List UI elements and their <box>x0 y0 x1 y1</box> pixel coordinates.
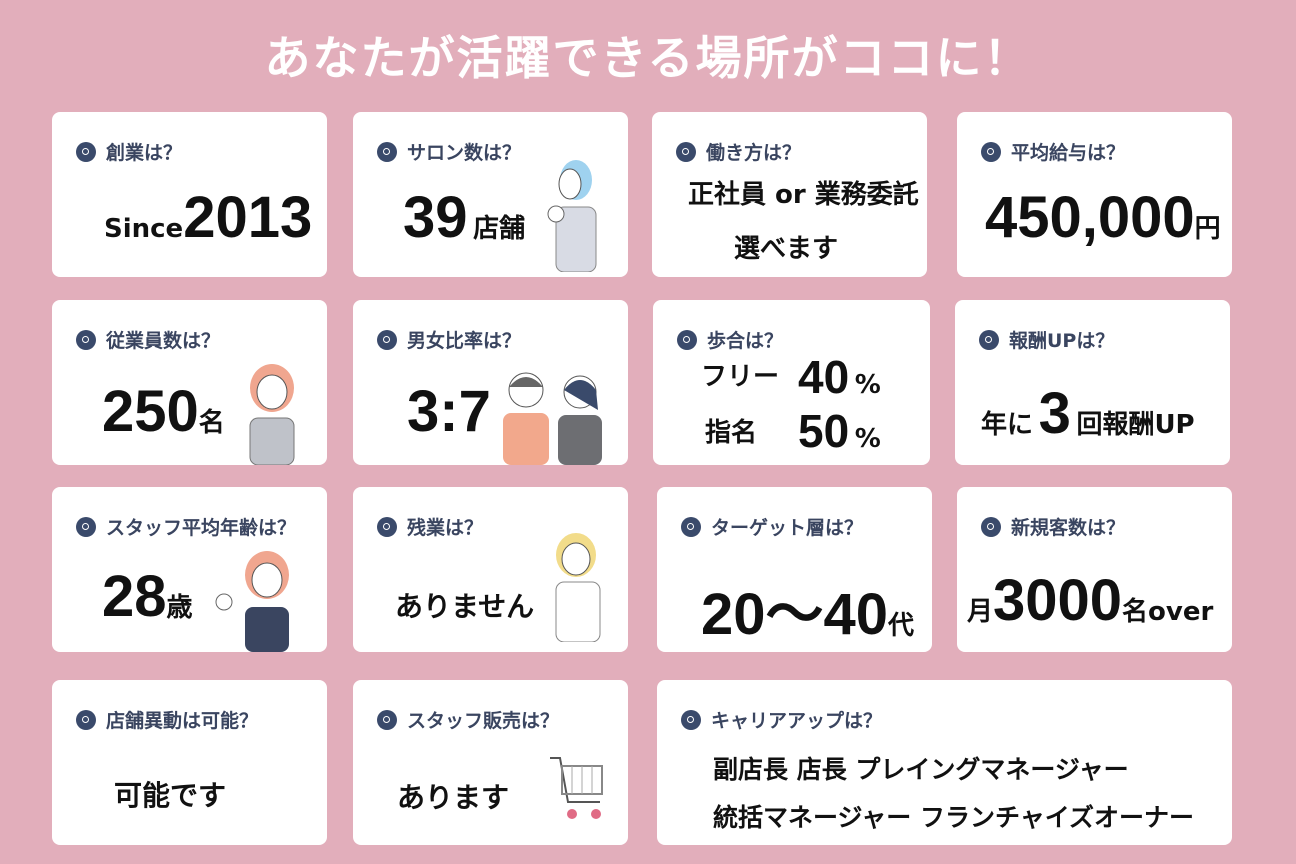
q-icon <box>676 141 696 162</box>
card-question: サロン数は？ <box>407 142 522 164</box>
q-icon <box>377 141 397 162</box>
page-title: あなたが活躍できる場所がココに！ <box>264 31 1032 85</box>
card-value: 20～40 <box>701 582 889 647</box>
man-and-woman-illustration <box>503 372 602 465</box>
q-icon <box>979 329 999 350</box>
card-unit: 円 <box>1194 214 1221 244</box>
q-icon <box>76 329 96 350</box>
card-average-age: スタッフ平均年齢は？ 28歳 <box>52 487 327 652</box>
q-icon <box>76 516 96 537</box>
freelance-value: 40 <box>798 351 850 403</box>
card-overtime: 残業は？ ありません <box>353 487 628 652</box>
card-unit: 回報酬UP <box>1076 410 1195 440</box>
card-value: 3:7 <box>407 379 491 444</box>
card-question: キャリアアップは？ <box>711 710 883 732</box>
career-line-2: 統括マネージャー フランチャイズオーナー <box>713 803 1194 832</box>
q-icon <box>981 141 1001 162</box>
q-icon <box>981 516 1001 537</box>
card-value: 39 <box>403 185 468 250</box>
card-target-age: ターゲット層は？ 20～40代 <box>657 487 932 652</box>
q-icon <box>377 329 397 350</box>
card-text: ありません <box>395 590 535 623</box>
card-work-style: 働き方は？ 正社員 or 業務委託 選べます <box>652 112 927 277</box>
card-salons: サロン数は？ 39 店舗 <box>353 112 628 277</box>
card-question: 歩合は？ <box>707 330 784 352</box>
card-question: 報酬UPは？ <box>1009 330 1115 352</box>
card-question: 店舗異動は可能？ <box>106 710 259 732</box>
nomination-label: 指名 <box>705 418 758 448</box>
card-question: 働き方は？ <box>706 142 802 164</box>
card-text: 可能です <box>114 779 227 812</box>
nomination-unit: % <box>854 424 881 454</box>
card-staff-sales: スタッフ販売は？ あります <box>353 680 628 845</box>
card-question: 創業は？ <box>106 142 183 164</box>
card-employees: 従業員数は？ 250名 <box>52 300 327 465</box>
blonde-woman-illustration <box>555 533 601 642</box>
card-unit: 名over <box>1122 597 1214 627</box>
card-question: 平均給与は？ <box>1011 142 1126 164</box>
card-value: 450,000 <box>985 185 1195 250</box>
card-line-2: 選べます <box>734 234 839 264</box>
card-store-transfer: 店舗異動は可能？ 可能です <box>52 680 327 845</box>
q-icon <box>377 516 397 537</box>
card-new-customers: 新規客数は？ 月3000名over <box>957 487 1232 652</box>
card-question: スタッフ販売は？ <box>407 710 560 732</box>
q-icon <box>681 516 701 537</box>
career-line-1: 副店長 店長 プレイングマネージャー <box>713 755 1129 784</box>
card-prefix: Since <box>104 214 184 244</box>
card-pay-raise: 報酬UPは？ 年に 3 回報酬UP <box>955 300 1230 465</box>
card-question: 残業は？ <box>407 517 484 539</box>
waving-woman-illustration <box>215 551 289 652</box>
q-icon <box>76 709 96 730</box>
card-founding: 創業は？ Since2013 <box>52 112 327 277</box>
card-commission: 歩合は？ フリー 40 % 指名 50 % <box>653 300 930 465</box>
card-gender-ratio: 男女比率は？ 3:7 <box>353 300 628 465</box>
q-icon <box>76 141 96 162</box>
card-average-salary: 平均給与は？ 450,000円 <box>957 112 1232 277</box>
q-icon <box>681 709 701 730</box>
card-value: 250 <box>102 379 199 444</box>
card-value: 2013 <box>183 185 313 250</box>
thinking-man-illustration <box>547 160 597 272</box>
card-question: 新規客数は？ <box>1011 517 1126 539</box>
shopping-cart-icon <box>550 757 603 819</box>
card-question: 男女比率は？ <box>407 330 522 352</box>
card-question: ターゲット層は？ <box>711 517 864 539</box>
card-value: 3 <box>1038 381 1071 446</box>
card-value: 28 <box>102 564 167 629</box>
card-unit: 代 <box>888 611 915 641</box>
card-value: 3000 <box>993 568 1123 633</box>
card-line-1: 正社員 or 業務委託 <box>688 180 919 210</box>
card-question: 従業員数は？ <box>106 330 221 352</box>
card-unit: 名 <box>198 408 225 438</box>
nomination-value: 50 <box>798 405 850 457</box>
q-icon <box>377 709 397 730</box>
freelance-unit: % <box>854 370 881 400</box>
card-text: あります <box>397 781 510 814</box>
q-icon <box>677 329 697 350</box>
freelance-label: フリー <box>701 362 780 392</box>
card-unit: 歳 <box>166 593 193 623</box>
card-prefix: 年に <box>981 410 1034 440</box>
card-unit: 店舗 <box>473 214 526 244</box>
card-prefix: 月 <box>967 597 994 627</box>
woman-illustration <box>249 364 295 465</box>
card-question: スタッフ平均年齢は？ <box>106 517 297 539</box>
card-career-up: キャリアアップは？ 副店長 店長 プレイングマネージャー 統括マネージャー フラ… <box>657 680 1232 845</box>
